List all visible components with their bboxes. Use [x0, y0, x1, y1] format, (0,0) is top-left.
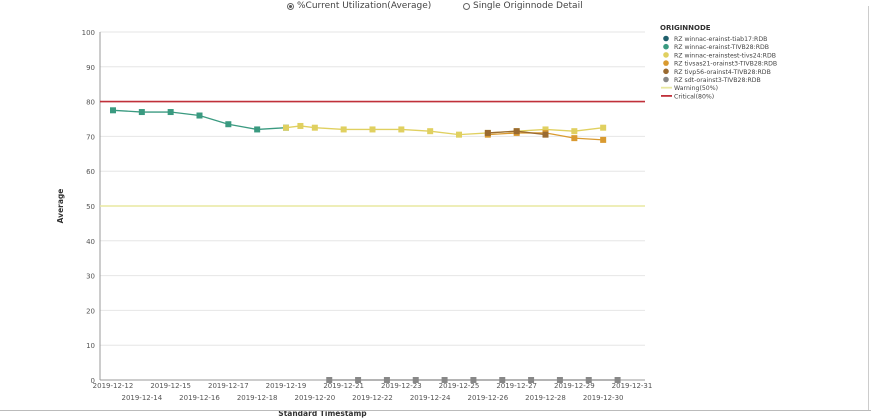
option-label: Single Originnode Detail	[473, 1, 583, 11]
legend-label: Critical(80%)	[674, 93, 714, 100]
y-tick-label: 40	[86, 238, 95, 246]
data-point	[542, 131, 549, 138]
data-point	[600, 124, 607, 131]
x-tick-label: 2019-12-30	[583, 394, 624, 402]
data-point	[383, 377, 390, 383]
data-point	[167, 109, 174, 116]
data-point	[110, 107, 116, 114]
x-axis-title: Standard Timestamp	[278, 409, 367, 418]
radio-unselected-icon[interactable]	[463, 2, 470, 10]
x-tick-label: 2019-12-21	[323, 382, 364, 390]
x-tick-label: 2019-12-26	[467, 394, 508, 402]
x-tick-label: 2019-12-15	[150, 382, 191, 390]
x-tick-label: 2019-12-25	[439, 382, 480, 390]
y-tick-label: 20	[86, 307, 95, 315]
x-tick-label: 2019-12-17	[208, 382, 249, 390]
x-tick-label: 2019-12-24	[410, 394, 451, 402]
data-point	[456, 131, 462, 138]
data-point	[254, 126, 261, 133]
data-point	[196, 112, 203, 119]
data-point	[427, 128, 434, 135]
legend-swatch	[663, 35, 669, 42]
legend-label: RZ tivp56-orainst4-TIVB28:RDB	[674, 69, 771, 76]
data-point	[571, 135, 578, 142]
data-point	[513, 128, 520, 135]
y-tick-label: 90	[86, 64, 95, 72]
radio-selected-icon[interactable]	[287, 2, 294, 10]
legend-swatch	[663, 43, 669, 50]
x-tick-label: 2019-12-20	[294, 394, 335, 402]
legend-label: RZ sdt-orainst3-TIVB28:RDB	[674, 77, 761, 84]
data-point	[542, 126, 549, 133]
data-point	[340, 126, 347, 133]
legend-title: ORIGINNODE	[660, 24, 711, 32]
x-tick-label: 2019-12-27	[496, 382, 537, 390]
legend-swatch	[663, 68, 669, 75]
x-tick-label: 2019-12-23	[381, 382, 422, 390]
x-tick-label: 2019-12-31	[612, 382, 653, 390]
option-single-originnode[interactable]: Single Originnode Detail	[463, 1, 583, 11]
data-point	[326, 377, 333, 383]
data-point	[369, 126, 376, 133]
data-point	[571, 128, 578, 135]
y-axis-title: Average	[56, 189, 65, 224]
y-tick-label: 100	[82, 29, 95, 37]
y-tick-label: 70	[86, 133, 95, 141]
data-point	[138, 109, 145, 116]
option-label: %Current Utilization(Average)	[297, 1, 432, 11]
right-divider	[868, 6, 869, 410]
legend-label: RZ winnac-erainstest-tivs24:RDB	[674, 52, 776, 59]
data-point	[470, 377, 477, 383]
data-point	[585, 377, 592, 383]
x-tick-label: 2019-12-28	[525, 394, 566, 402]
data-point	[398, 126, 405, 133]
data-point	[355, 377, 362, 383]
legend-label: RZ tivsas21-orainst3-TIVB28:RDB	[674, 61, 777, 68]
legend-swatch	[663, 76, 669, 83]
y-tick-label: 0	[91, 377, 95, 385]
data-point	[225, 121, 232, 128]
data-point	[412, 377, 419, 383]
data-point	[499, 377, 506, 383]
series-line	[285, 125, 604, 136]
data-point	[556, 377, 563, 383]
data-point	[441, 377, 448, 383]
y-tick-label: 10	[86, 342, 95, 350]
x-tick-label: 2019-12-29	[554, 382, 595, 390]
legend-swatch	[663, 52, 669, 58]
bottom-divider	[0, 410, 871, 411]
x-tick-label: 2019-12-16	[179, 394, 220, 402]
data-point	[297, 122, 304, 129]
legend-swatch	[663, 60, 669, 66]
view-options: %Current Utilization(Average) Single Ori…	[0, 0, 871, 14]
legend-label: Warning(50%)	[674, 85, 718, 92]
x-tick-label: 2019-12-12	[93, 382, 134, 390]
x-tick-label: 2019-12-19	[266, 382, 307, 390]
x-tick-label: 2019-12-18	[237, 394, 278, 402]
y-tick-label: 80	[86, 99, 95, 107]
data-point	[484, 129, 491, 136]
x-tick-label: 2019-12-22	[352, 394, 393, 402]
data-point	[311, 124, 318, 131]
data-point	[528, 377, 535, 383]
legend-label: RZ winnac-erainst-tiab17:RDB	[674, 36, 767, 43]
data-point	[614, 377, 621, 383]
data-point	[283, 124, 289, 131]
legend-label: RZ winnac-erainst-TIVB28:RDB	[674, 44, 769, 51]
y-tick-label: 50	[86, 203, 95, 211]
y-tick-label: 30	[86, 273, 95, 281]
x-tick-label: 2019-12-14	[121, 394, 162, 402]
option-current-utilization[interactable]: %Current Utilization(Average)	[287, 1, 431, 11]
y-tick-label: 60	[86, 168, 95, 176]
data-point	[600, 136, 607, 143]
